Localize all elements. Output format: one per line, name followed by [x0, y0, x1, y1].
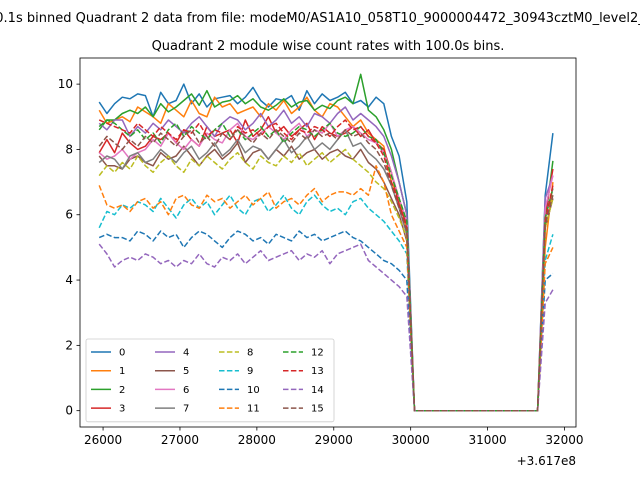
- legend-label-12: 12: [311, 348, 324, 359]
- axes-frame: [79, 57, 577, 428]
- plot-area: 26000 27000 28000 29000 30000 31000 32000 0 2 4 6…: [58, 57, 584, 468]
- y-axis: 0 2 4 6 8 10: [58, 77, 80, 418]
- x-tick-label: 32000: [545, 433, 583, 447]
- legend-label-15: 15: [311, 404, 324, 415]
- y-tick-label: 10: [58, 77, 73, 91]
- y-tick-label: 0: [65, 404, 73, 418]
- x-tick-label: 30000: [392, 433, 430, 447]
- legend-label-3: 3: [119, 404, 125, 415]
- legend-label-5: 5: [183, 366, 189, 377]
- x-tick-label: 29000: [315, 433, 353, 447]
- y-tick-label: 8: [65, 142, 73, 156]
- x-tick-label: 27000: [161, 433, 199, 447]
- chart-title: Quadrant 2 module wise count rates with …: [152, 39, 505, 54]
- legend-label-10: 10: [247, 385, 260, 396]
- legend-label-8: 8: [247, 348, 253, 359]
- legend-label-11: 11: [247, 404, 260, 415]
- x-axis: 26000 27000 28000 29000 30000 31000 32000: [84, 427, 584, 447]
- series-line-15: [98, 129, 554, 412]
- legend-label-6: 6: [183, 385, 189, 396]
- chart-suptitle: Light curve for 0.1s binned Quadrant 2 d…: [0, 11, 640, 26]
- x-offset-label: +3.617e8: [517, 454, 576, 468]
- series-layer: [98, 73, 554, 412]
- y-tick-label: 6: [65, 208, 73, 222]
- y-tick-label: 2: [65, 338, 73, 352]
- legend-label-7: 7: [183, 404, 189, 415]
- legend-label-14: 14: [311, 385, 324, 396]
- x-tick-label: 26000: [84, 433, 122, 447]
- x-tick-label: 31000: [468, 433, 506, 447]
- legend-label-2: 2: [119, 385, 125, 396]
- legend-label-0: 0: [119, 348, 125, 359]
- legend-label-9: 9: [247, 366, 253, 377]
- legend-label-13: 13: [311, 366, 324, 377]
- legend-box: [85, 338, 335, 423]
- y-tick-label: 4: [65, 273, 73, 287]
- legend-label-1: 1: [119, 366, 125, 377]
- x-tick-label: 28000: [238, 433, 276, 447]
- legend-label-4: 4: [183, 348, 189, 359]
